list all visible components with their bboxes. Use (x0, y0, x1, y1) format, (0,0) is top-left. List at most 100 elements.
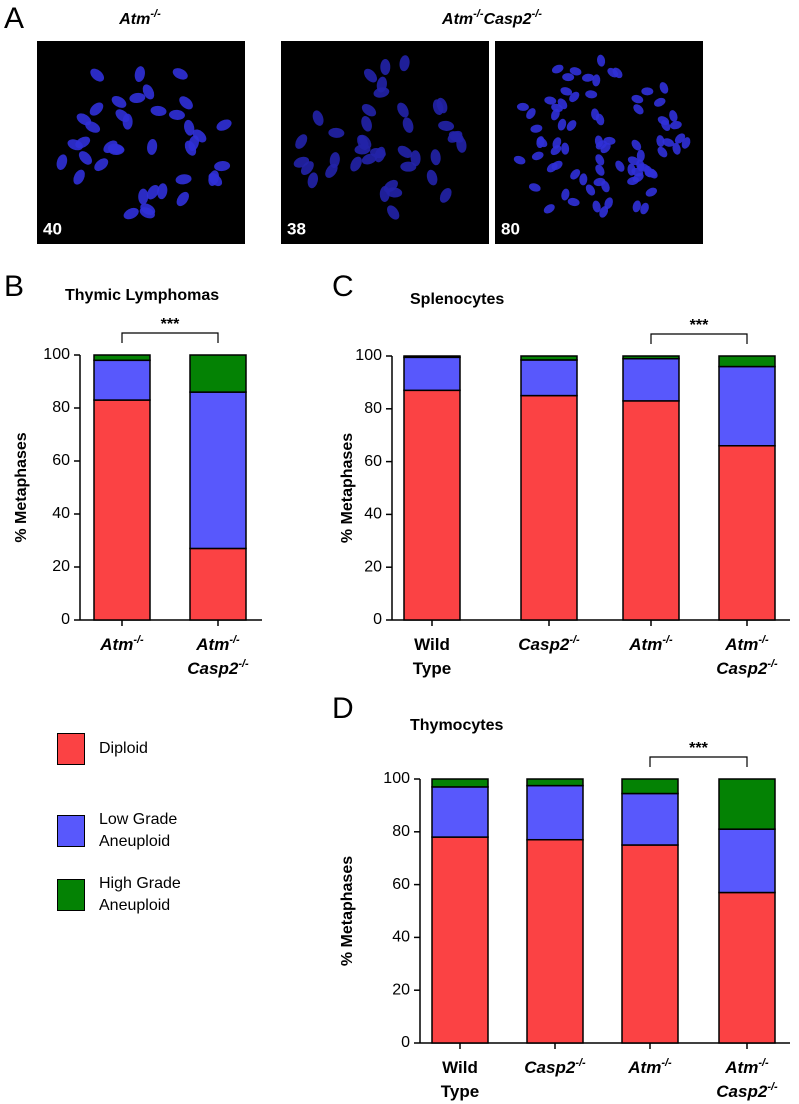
chromosome (295, 134, 308, 149)
bar-segment (526, 838, 584, 1044)
x-tick-label: Casp2-/- (518, 634, 580, 655)
bar-segment (403, 356, 461, 392)
chromosome (669, 110, 678, 122)
chromosome (530, 124, 543, 133)
legend-label: Diploid (99, 740, 148, 757)
x-tick-label: Atm-/- (195, 634, 240, 655)
chromosome (631, 94, 644, 104)
chromosome (592, 200, 601, 213)
chromosome (157, 183, 168, 200)
chromosome (636, 149, 645, 162)
chromosome (75, 136, 91, 149)
x-tick-label: Type (441, 1082, 479, 1101)
y-tick-label: 100 (383, 770, 410, 787)
bar-segment (189, 391, 247, 550)
bar-segment (93, 359, 151, 401)
x-tick-label: Casp2-/- (524, 1057, 586, 1078)
superscript: -/- (133, 634, 144, 646)
chromosome (56, 154, 68, 171)
chromosome (376, 76, 387, 93)
text-part: Atm (118, 11, 150, 28)
y-axis-label: % Metaphases (13, 432, 30, 542)
text-part: Atm (724, 635, 758, 654)
chromosome (184, 119, 195, 136)
chromosome (129, 92, 146, 104)
chart-title: Splenocytes (410, 291, 504, 308)
chromosome (599, 206, 609, 218)
x-tick-label: Atm-/- (627, 1057, 672, 1078)
legend-item: Diploid (57, 733, 209, 765)
chromosome (557, 118, 567, 131)
chromosome (657, 146, 668, 158)
chromosome (214, 161, 231, 172)
chromosome (175, 174, 192, 185)
chromosome (543, 204, 555, 214)
y-tick-label: 0 (373, 611, 382, 628)
bar-segment (622, 400, 680, 621)
chromosome (531, 151, 544, 161)
chromosome-count: 38 (287, 219, 306, 238)
legend-item: High Grade Aneuploid (57, 873, 209, 917)
chromosome (312, 110, 324, 126)
chromosome (560, 87, 573, 96)
chromosome (595, 164, 605, 176)
image-title: Atm-/- (118, 8, 161, 28)
chromosome (681, 137, 691, 149)
chromosome (329, 152, 340, 169)
y-tick-label: 80 (392, 823, 410, 840)
significance-bracket (121, 332, 219, 343)
panel-label: B (4, 270, 24, 303)
chromosome (168, 109, 185, 120)
superscript: -/- (575, 1057, 586, 1069)
chromosome (551, 64, 564, 74)
x-tick-label: Type (413, 659, 451, 678)
chromosome (438, 120, 455, 131)
chromosome (350, 156, 362, 172)
chromosome (557, 98, 568, 110)
text-part: Casp2 (484, 11, 532, 28)
x-tick-label: Wild (442, 1058, 478, 1077)
text-part: Wild (414, 635, 450, 654)
chromosome (592, 74, 601, 87)
text-part: Type (441, 1082, 479, 1101)
chromosome (654, 97, 666, 107)
bar-segment (718, 355, 776, 368)
chromosome (176, 191, 189, 207)
chromosome (400, 161, 417, 172)
chromosome (566, 120, 577, 131)
chromosome (669, 121, 682, 130)
bar-segment (718, 778, 776, 830)
chromosome (439, 187, 452, 203)
legend-swatch (57, 815, 85, 847)
y-axis-label: % Metaphases (339, 856, 356, 966)
y-tick-label: 0 (401, 1034, 410, 1051)
chromosome (641, 87, 654, 96)
chromosome (307, 172, 318, 189)
chromosome (111, 96, 127, 108)
panel-label: D (332, 692, 354, 725)
chromosome (150, 105, 167, 117)
bar-segment (93, 354, 151, 362)
chromosome (513, 155, 526, 165)
chromosome (142, 84, 155, 100)
significance-label: *** (161, 316, 180, 333)
image-title: Atm-/-Casp2-/- (441, 8, 542, 28)
superscript: -/- (532, 8, 543, 20)
text-part: Atm (724, 1058, 758, 1077)
chromosome (569, 91, 580, 103)
chromosome-count: 80 (501, 219, 520, 238)
bar-segment (621, 778, 679, 795)
superscript: -/- (767, 658, 778, 670)
text-part: Type (413, 659, 451, 678)
chromosome (146, 184, 160, 200)
chromosome (516, 102, 529, 111)
superscript: -/- (229, 634, 240, 646)
chromosome (662, 138, 675, 147)
chromosome (657, 116, 670, 126)
significance-label: *** (690, 317, 709, 334)
chromosome (94, 158, 109, 172)
chromosome (627, 163, 636, 176)
bar-segment (718, 365, 776, 447)
chromosome (85, 121, 101, 133)
